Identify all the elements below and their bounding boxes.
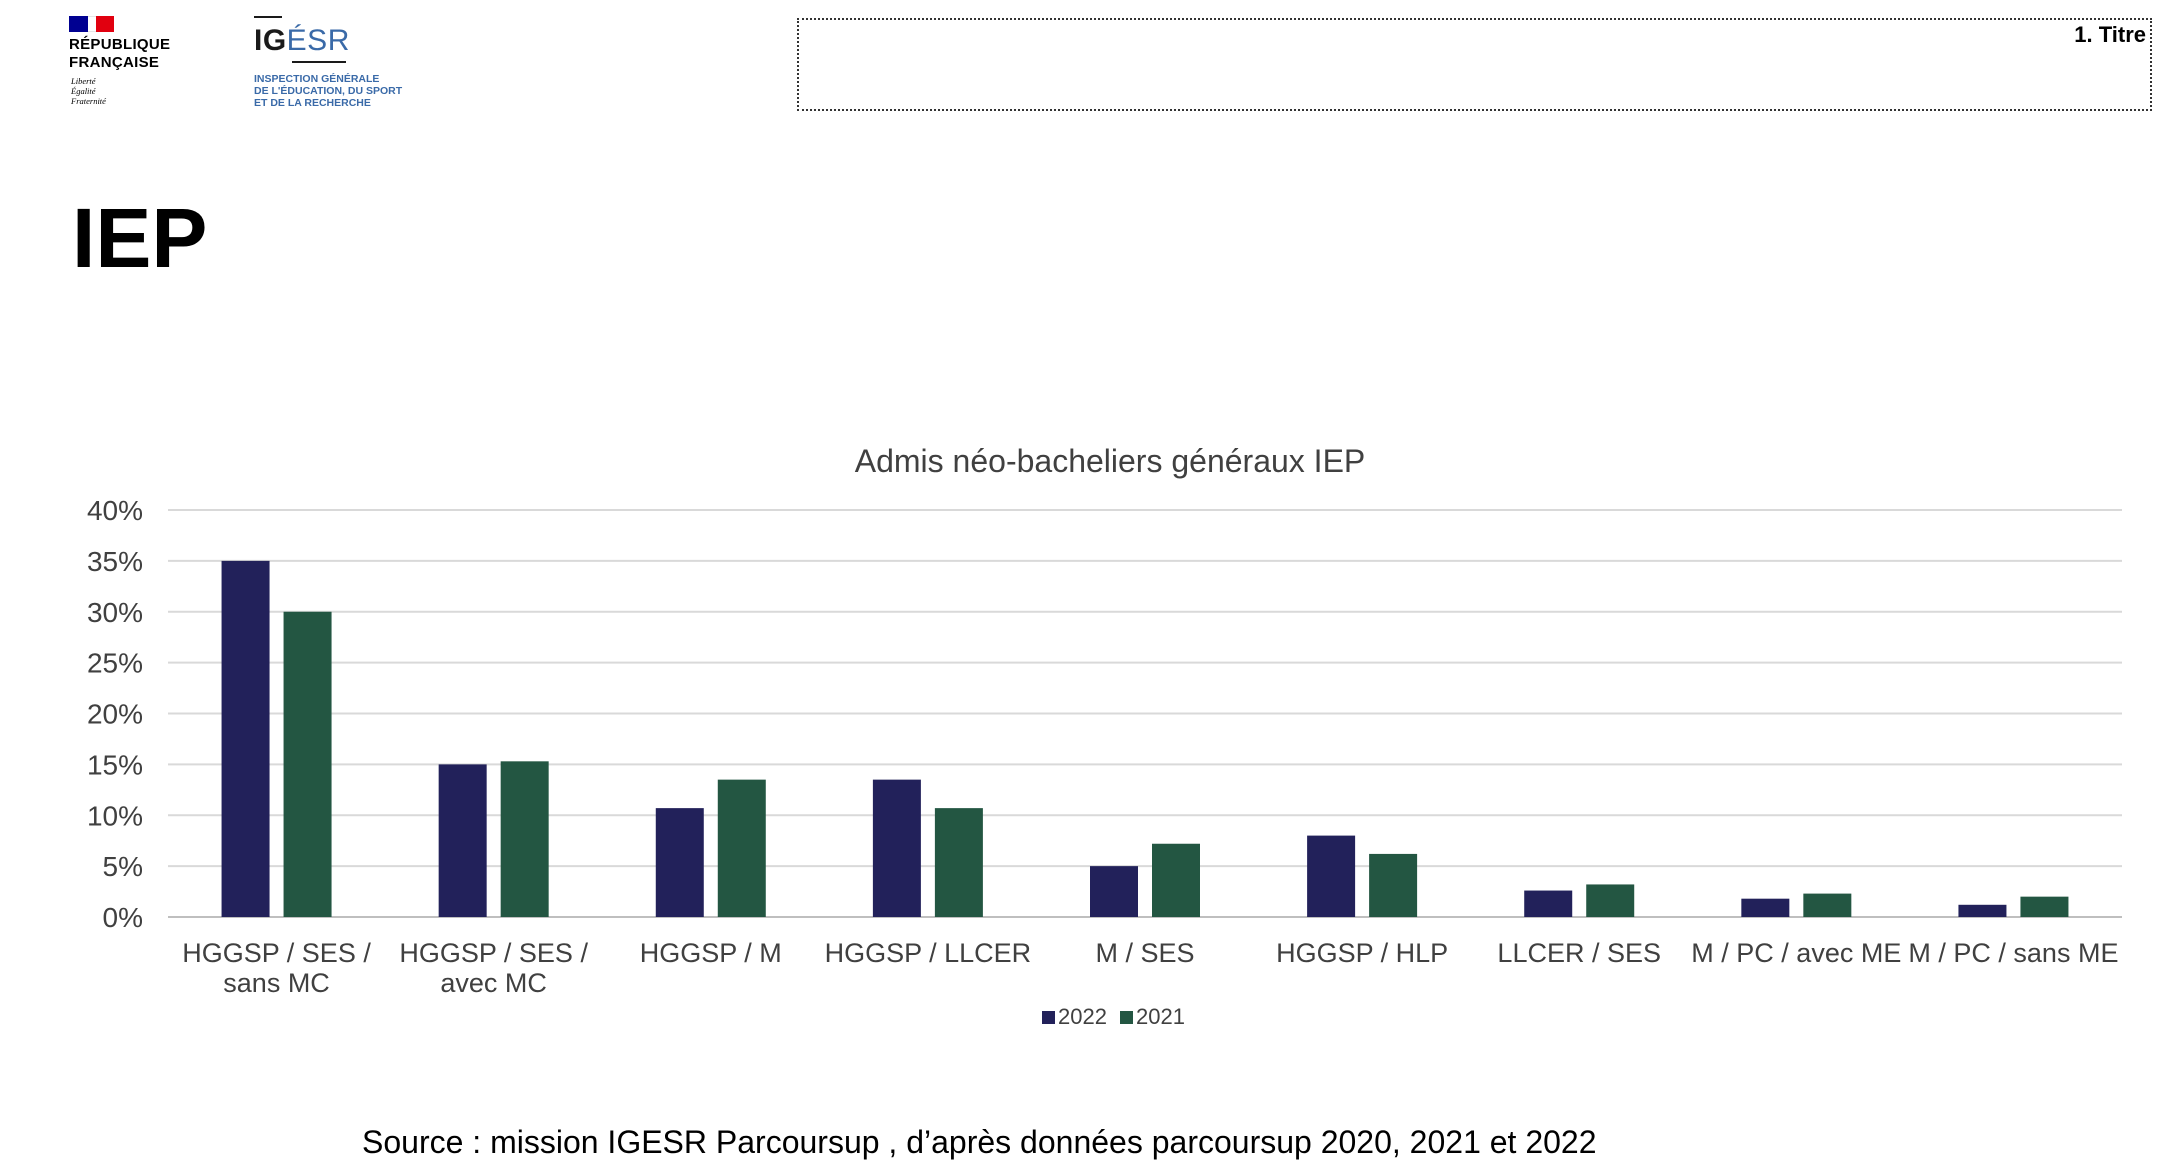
bar-2021 xyxy=(934,808,983,917)
x-category-label: LLCER / SES xyxy=(1497,938,1661,968)
bar-2022 xyxy=(872,779,921,917)
bar-2021 xyxy=(1586,884,1635,917)
bar-2021 xyxy=(1803,893,1852,917)
x-category-label: HGGSP / M xyxy=(640,938,782,968)
x-category-label: avec MC xyxy=(440,968,547,998)
bar-2021 xyxy=(1152,843,1200,917)
bar-2022 xyxy=(438,764,487,917)
bar-2022 xyxy=(1524,890,1573,917)
y-tick-label: 20% xyxy=(87,699,143,730)
y-tick-label: 25% xyxy=(87,648,143,679)
title-placeholder-label: 1. Titre xyxy=(2074,22,2146,47)
bar-2021 xyxy=(2020,896,2069,917)
slide-title: IEP xyxy=(72,191,208,285)
x-category-label: HGGSP / LLCER xyxy=(825,938,1032,968)
x-category-label: HGGSP / SES / xyxy=(182,938,371,968)
republique-motto: Liberté Égalité Fraternité xyxy=(71,76,106,106)
igesr-name: IGÉSR xyxy=(254,24,350,57)
igesr-subtitle: INSPECTION GÉNÉRALE DE L'ÉDUCATION, DU S… xyxy=(254,73,403,109)
y-tick-label: 0% xyxy=(103,902,143,933)
x-category-label: M / PC / avec ME xyxy=(1691,938,1901,968)
bar-2021 xyxy=(500,761,549,917)
y-tick-label: 35% xyxy=(87,546,143,577)
bar-2022 xyxy=(1958,904,2007,917)
y-tick-label: 40% xyxy=(87,495,143,526)
chart-title: Admis néo-bacheliers généraux IEP xyxy=(855,443,1366,479)
x-category-label: M / SES xyxy=(1095,938,1194,968)
bar-2021 xyxy=(283,611,332,917)
x-category-label: HGGSP / HLP xyxy=(1276,938,1448,968)
legend-swatch-2022 xyxy=(1042,1011,1055,1024)
french-flag-icon xyxy=(69,16,114,32)
x-category-label: HGGSP / SES / xyxy=(399,938,588,968)
bar-2022 xyxy=(221,560,270,917)
bar-2022 xyxy=(1741,898,1790,917)
republique-francaise-text: RÉPUBLIQUE FRANÇAISE xyxy=(69,36,171,71)
republique-francaise-logo: RÉPUBLIQUE FRANÇAISE Liberté Égalité Fra… xyxy=(69,16,189,116)
bar-2022 xyxy=(1307,835,1356,917)
y-tick-label: 5% xyxy=(103,851,143,882)
igesr-logo: IGÉSR INSPECTION GÉNÉRALE DE L'ÉDUCATION… xyxy=(254,16,424,116)
legend-label-2022: 2022 xyxy=(1058,1004,1107,1029)
y-tick-label: 15% xyxy=(87,749,143,780)
bar-2022 xyxy=(1090,866,1138,917)
x-category-label: sans MC xyxy=(223,968,330,998)
x-category-label: M / PC / sans ME xyxy=(1908,938,2118,968)
legend-swatch-2021 xyxy=(1120,1011,1133,1024)
y-tick-label: 10% xyxy=(87,800,143,831)
legend-label-2021: 2021 xyxy=(1136,1004,1185,1029)
title-placeholder-box[interactable]: 1. Titre xyxy=(797,18,2152,111)
bar-2021 xyxy=(1369,853,1418,917)
y-tick-label: 30% xyxy=(87,597,143,628)
bar-2022 xyxy=(655,808,704,917)
source-note: Source : mission IGESR Parcoursup , d’ap… xyxy=(362,1124,1597,1160)
bar-2021 xyxy=(717,779,766,917)
